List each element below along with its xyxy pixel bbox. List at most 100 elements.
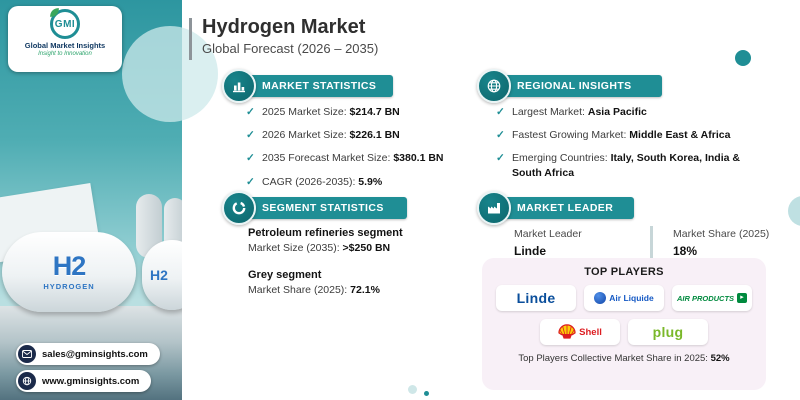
region-label: Emerging Countries: xyxy=(512,152,611,165)
segment-metric: Market Size (2035): >$250 BN xyxy=(248,242,478,254)
tank-h2-label-small: H2 xyxy=(150,267,168,283)
stat-row: ✓ 2026 Market Size: $226.1 BN xyxy=(246,128,474,142)
stat-label: CAGR (2026-2035): xyxy=(262,175,359,188)
gmi-logo-tagline: Insight to Innovation xyxy=(38,51,92,57)
air-liquide-logo-text: Air Liquide xyxy=(609,293,654,303)
check-icon: ✓ xyxy=(496,106,505,118)
section-title-segment-statistics: SEGMENT STATISTICS xyxy=(239,197,407,219)
plug-logo: plug xyxy=(628,319,708,345)
plug-logo-text: plug xyxy=(652,324,684,340)
check-icon: ✓ xyxy=(246,175,255,188)
segment-name: Petroleum refineries segment xyxy=(248,227,403,239)
market-share-col: Market Share (2025) 18% xyxy=(657,228,769,258)
segment-statistics-list: Petroleum refineries segment Market Size… xyxy=(248,227,478,311)
top-players-row-2: Shell plug xyxy=(492,319,756,345)
globe-icon xyxy=(477,69,511,103)
air-products-logo-text: AIR PRODUCTS xyxy=(676,293,735,303)
region-row: ✓ Largest Market: Asia Pacific xyxy=(496,105,772,119)
page-subtitle: Global Forecast (2026 – 2035) xyxy=(202,41,379,56)
check-icon: ✓ xyxy=(246,129,255,142)
segment-entry: Grey segment Market Share (2025): 72.1% xyxy=(248,269,478,296)
stat-row: ✓ 2025 Market Size: $214.7 BN xyxy=(246,105,474,119)
leader-divider xyxy=(650,226,653,260)
linde-logo-text: Linde xyxy=(516,290,556,306)
website-text: www.gminsights.com xyxy=(42,375,140,387)
check-icon: ✓ xyxy=(496,129,505,142)
market-statistics-list: ✓ 2025 Market Size: $214.7 BN ✓ 2026 Mar… xyxy=(246,105,474,198)
air-products-logo: AIR PRODUCTS ▸ xyxy=(672,285,752,311)
shell-logo: Shell xyxy=(540,319,620,345)
region-value: Italy, South Korea, India & South Africa xyxy=(512,152,740,179)
stat-row: ✓ CAGR (2026-2035): 5.9% xyxy=(246,175,474,189)
segment-name: Grey segment xyxy=(248,269,322,281)
leaf-icon xyxy=(50,8,59,17)
stat-text: CAGR (2026-2035): 5.9% xyxy=(262,175,382,189)
decorative-dot xyxy=(408,385,417,394)
email-pill[interactable]: sales@gminsights.com xyxy=(16,343,160,365)
envelope-icon xyxy=(18,345,36,363)
section-title-market-leader: MARKET LEADER xyxy=(494,197,634,219)
hydrogen-tank-side: H2 xyxy=(142,240,182,310)
stat-label: 2035 Forecast Market Size: xyxy=(262,152,394,165)
top-players-box: TOP PLAYERS Linde Air Liquide AIR PRODUC… xyxy=(482,258,766,390)
region-text: Emerging Countries: Italy, South Korea, … xyxy=(512,151,772,179)
regional-insights-list: ✓ Largest Market: Asia Pacific ✓ Fastest… xyxy=(496,105,772,189)
stat-value: $214.7 BN xyxy=(349,106,400,118)
check-icon: ✓ xyxy=(246,106,255,118)
segment-metric-value: >$250 BN xyxy=(342,242,391,254)
tank-label: H2 HYDROGEN xyxy=(43,253,95,292)
email-text: sales@gminsights.com xyxy=(42,348,148,360)
check-icon: ✓ xyxy=(246,152,255,165)
website-pill[interactable]: www.gminsights.com xyxy=(16,370,152,392)
decorative-half-circle xyxy=(788,196,800,226)
segment-metric-label: Market Size (2035): xyxy=(248,242,343,254)
segment-metric-value: 72.1% xyxy=(350,284,380,296)
stat-value: $226.1 BN xyxy=(349,129,400,142)
region-row: ✓ Fastest Growing Market: Middle East & … xyxy=(496,128,772,142)
air-liquide-icon xyxy=(594,292,607,304)
market-leader-value: Linde xyxy=(514,244,546,258)
region-value: Middle East & Africa xyxy=(629,129,731,142)
pie-chart-icon xyxy=(222,191,256,225)
gmi-logo-name: Global Market Insights xyxy=(24,41,106,50)
header-divider xyxy=(189,18,192,60)
market-leader-col: Market Leader Linde xyxy=(498,228,650,258)
decorative-dot xyxy=(424,391,429,396)
check-icon: ✓ xyxy=(496,152,505,165)
top-players-footer-label: Top Players Collective Market Share in 2… xyxy=(518,353,711,364)
section-title-regional-insights: REGIONAL INSIGHTS xyxy=(494,75,662,97)
market-leader-label: Market Leader xyxy=(514,228,582,240)
gmi-logo: GMI Global Market Insights Insight to In… xyxy=(8,6,122,72)
factory-icon xyxy=(477,191,511,225)
region-row: ✓ Emerging Countries: Italy, South Korea… xyxy=(496,151,772,179)
decorative-dot xyxy=(735,50,751,66)
gmi-logo-mark: GMI xyxy=(50,8,80,39)
air-products-arrow-icon: ▸ xyxy=(737,293,748,303)
stat-text: 2035 Forecast Market Size: $380.1 BN xyxy=(262,151,444,165)
region-label: Fastest Growing Market: xyxy=(512,129,630,142)
tank-hydrogen-label: HYDROGEN xyxy=(43,282,95,291)
market-share-label: Market Share (2025) xyxy=(673,228,770,240)
top-players-title: TOP PLAYERS xyxy=(584,266,664,278)
region-text: Fastest Growing Market: Middle East & Af… xyxy=(512,128,730,142)
segment-metric-label: Market Share (2025): xyxy=(248,284,351,296)
top-players-footer-value: 52% xyxy=(710,353,730,364)
shell-pecten-icon xyxy=(558,324,576,339)
gmi-logo-text: GMI xyxy=(54,18,76,30)
hydrogen-tank-main: H2 HYDROGEN xyxy=(2,232,136,312)
market-leader-block: Market Leader Linde Market Share (2025) … xyxy=(498,226,770,260)
decorative-circle xyxy=(122,26,218,122)
stat-text: 2025 Market Size: $214.7 BN xyxy=(262,105,400,119)
stat-text: 2026 Market Size: $226.1 BN xyxy=(262,128,400,142)
bar-chart-icon xyxy=(222,69,256,103)
section-title-market-statistics: MARKET STATISTICS xyxy=(239,75,393,97)
stat-label: 2025 Market Size: xyxy=(262,106,350,118)
stat-value: 5.9% xyxy=(358,175,383,188)
market-share-value: 18% xyxy=(673,244,698,258)
stat-value: $380.1 BN xyxy=(393,152,444,165)
shell-logo-text: Shell xyxy=(579,326,602,338)
stat-label: 2026 Market Size: xyxy=(262,129,350,142)
top-players-row-1: Linde Air Liquide AIR PRODUCTS ▸ xyxy=(492,285,756,311)
